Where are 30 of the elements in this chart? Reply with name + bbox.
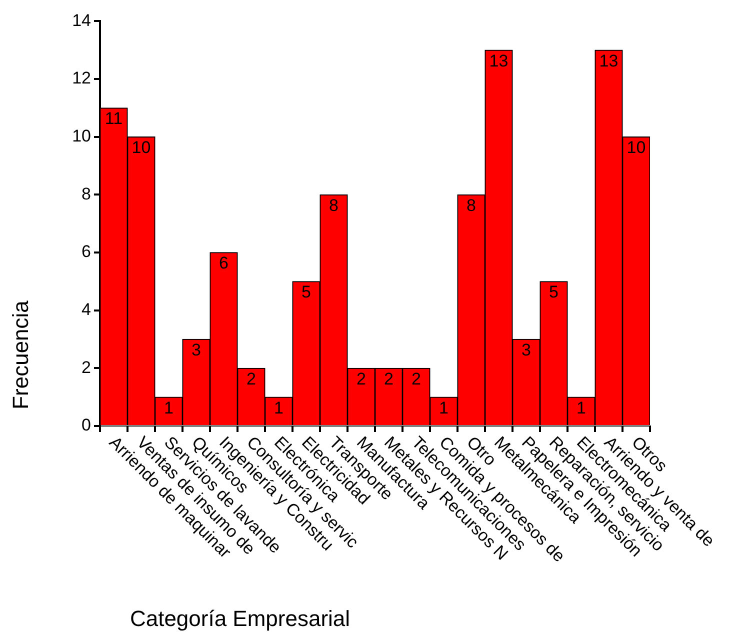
data-label: 5 (302, 282, 311, 302)
data-label: 11 (104, 109, 123, 128)
data-label: 6 (219, 254, 228, 273)
data-label: 10 (626, 138, 646, 158)
data-label: 13 (489, 51, 508, 70)
data-label: 2 (412, 369, 421, 388)
y-tick-label: 6 (82, 242, 91, 262)
data-label: 3 (522, 340, 531, 360)
data-label: 1 (274, 398, 284, 418)
data-label: 8 (466, 196, 476, 215)
y-tick-label: 2 (82, 358, 91, 377)
data-label: 3 (192, 340, 201, 360)
data-label: 1 (164, 398, 174, 418)
y-axis-title: Frecuencia (8, 300, 34, 410)
x-axis-title: Categoría Empresarial (130, 606, 350, 632)
y-tick-label: 14 (72, 10, 91, 30)
y-tick-label: 0 (82, 416, 91, 435)
data-label: 5 (549, 282, 558, 302)
data-label: 2 (246, 369, 256, 388)
y-tick-label: 12 (72, 68, 91, 88)
y-tick-label: 10 (72, 126, 91, 146)
data-label: 2 (356, 369, 366, 388)
y-tick-label: 4 (82, 300, 91, 320)
data-label: 2 (384, 369, 394, 388)
data-label: 1 (439, 398, 448, 418)
data-label: 8 (329, 196, 338, 215)
y-tick-label: 8 (82, 184, 91, 204)
data-label: 1 (576, 398, 586, 418)
data-label: 13 (599, 51, 618, 70)
data-label: 10 (132, 138, 151, 158)
